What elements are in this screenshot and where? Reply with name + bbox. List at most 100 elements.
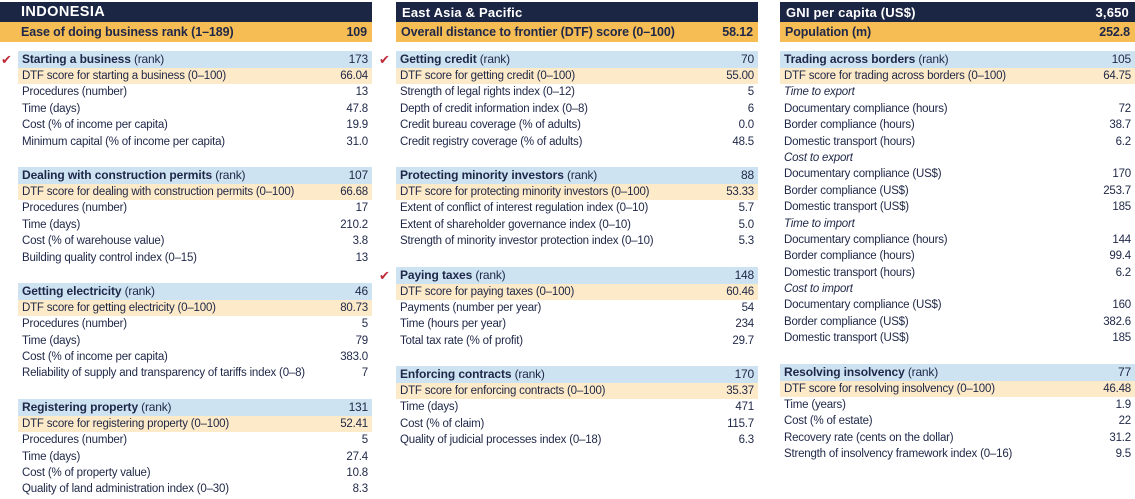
row-label: Strength of insolvency framework index (… [784,448,1013,461]
section-title-text: Registering property [22,400,139,415]
column-indicators-1: INDONESIA Ease of doing business rank (1… [0,2,372,499]
dtf-score-row: DTF score for resolving insolvency (0–10… [780,380,1135,398]
row-value: 5 [747,86,754,99]
row-label: DTF score for protecting minority invest… [400,185,650,198]
subheading-row: Time to import [780,216,1135,232]
population-label: Population (m) [785,25,872,39]
indicator-row: Time (days) 471 [396,399,758,415]
row-label: Time (days) [22,334,81,347]
row-label: DTF score for getting credit (0–100) [400,70,575,82]
ease-rank-value: 109 [346,25,367,39]
indicator-row: Documentary compliance (US$) 160 [780,297,1135,313]
section-title-suffix: (rank) [566,168,598,183]
row-label: Recovery rate (cents on the dollar) [784,431,954,444]
row-value: 22 [1118,415,1132,428]
indicator-row: Cost (% of estate) 22 [780,413,1135,429]
row-label: Strength of legal rights index (0–12) [400,86,575,99]
row-label: Time (hours per year) [400,318,506,331]
indicator-row: Extent of shareholder governance index (… [396,217,758,233]
row-value: 6 [747,102,754,115]
row-label: Time (days) [22,450,81,463]
row-value: 19.9 [346,119,368,132]
indicator-row: Documentary compliance (hours) 72 [780,101,1135,117]
row-value: 60.46 [726,285,754,298]
row-value: 46.48 [1103,382,1131,395]
indicator-row: Quality of land administration index (0–… [18,481,372,497]
row-label: Credit bureau coverage (% of adults) [400,119,581,132]
row-label: Procedures (number) [22,434,127,447]
row-label: Quality of judicial processes index (0–1… [400,434,602,447]
section-title-text: Paying taxes [400,267,473,282]
section-rank-value: 148 [734,267,755,282]
row-label: Border compliance (hours) [784,250,915,263]
section-title: Trading across borders (rank) [784,51,949,67]
indicator-row: Procedures (number) 5 [18,432,372,448]
row-value: 471 [735,401,754,414]
row-label: DTF score for trading across borders (0–… [784,70,1006,82]
indicator-row: Credit bureau coverage (% of adults) 0.0 [396,117,758,133]
overall-dtf-value: 58.12 [722,25,753,39]
row-label: Quality of land administration index (0–… [22,483,229,496]
row-label: Procedures (number) [22,86,127,99]
indicator-row: Time (years) 1.9 [780,397,1135,413]
row-label: Cost to export [784,151,853,164]
ease-of-doing-business-rank-bar: Ease of doing business rank (1–189) 109 [0,22,372,42]
row-value: 6.2 [1115,135,1132,148]
indicator-row: Border compliance (hours) 99.4 [780,248,1135,264]
indicator-row: Time (hours per year) 234 [396,316,758,332]
row-value: 6.3 [738,434,755,447]
indicator-row: Domestic transport (hours) 6.2 [780,265,1135,281]
section-title-text: Dealing with construction permits [22,168,213,183]
indicator-row: Domestic transport (US$) 185 [780,199,1135,215]
section: Protecting minority investors (rank) 88 DT… [396,166,758,250]
dtf-score-row: DTF score for starting a business (0–100… [18,68,372,85]
section-rank-value: 107 [348,168,369,183]
row-label: DTF score for dealing with construction … [22,185,295,198]
row-label: Time to import [784,217,855,230]
row-label: DTF score for paying taxes (0–100) [400,285,575,298]
row-value: 29.7 [732,334,754,347]
population-bar: Population (m) 252.8 [780,22,1135,42]
section-header-row: ✔ Getting credit (rank) 70 [379,51,758,68]
country-name: INDONESIA [21,4,106,20]
section-header-row: Trading across borders (rank) 105 [780,51,1135,68]
row-label: Cost to import [784,283,853,296]
row-value: 31.2 [1109,431,1131,444]
row-value: 80.73 [340,301,368,314]
section-title-suffix: (rank) [907,364,938,379]
indicator-row: Total tax rate (% of profit) 29.7 [396,333,758,349]
row-value: 185 [1112,201,1131,214]
section-title: Registering property (rank) [22,399,172,415]
row-label: Extent of conflict of interest regulatio… [400,202,649,215]
indicator-row: Time (days) 210.2 [18,217,372,233]
subheading-row: Cost to import [780,281,1135,297]
gni-label: GNI per capita (US$) [786,4,916,20]
section-title-text: Getting electricity [22,284,122,299]
column-1-sections: ✔ Starting a business (rank) 173 DTF score … [0,51,372,498]
section: Dealing with construction permits (rank)… [18,166,372,266]
indicator-row: Domestic transport (hours) 6.2 [780,134,1135,150]
population-value: 252.8 [1099,25,1130,39]
row-value: 64.75 [1103,70,1131,82]
row-label: Cost (% of income per capita) [22,119,168,132]
section-rank-value: 131 [348,400,369,415]
dtf-score-row: DTF score for protecting minority invest… [396,183,758,201]
row-label: Time (days) [22,218,81,231]
row-label: Documentary compliance (hours) [784,102,948,115]
row-value: 185 [1112,332,1131,345]
indicator-row: Cost (% of property value) 10.8 [18,465,372,481]
region-name: East Asia & Pacific [402,4,523,20]
section-header-row: Dealing with construction permits (rank)… [18,166,372,184]
indicator-row: Strength of insolvency framework index (… [780,446,1135,462]
row-value: 53.33 [726,185,754,198]
section-title-suffix: (rank) [514,367,545,382]
row-value: 382.6 [1103,315,1131,328]
column-indicators-3: GNI per capita (US$) 3,650 Population (m… [780,2,1135,499]
row-value: 31.0 [346,135,368,148]
row-value: 27.4 [346,450,368,463]
section-title-text: Starting a business [22,52,131,67]
subheading-row: Time to export [780,84,1135,100]
row-value: 66.04 [340,70,368,82]
row-label: Documentary compliance (US$) [784,168,942,181]
